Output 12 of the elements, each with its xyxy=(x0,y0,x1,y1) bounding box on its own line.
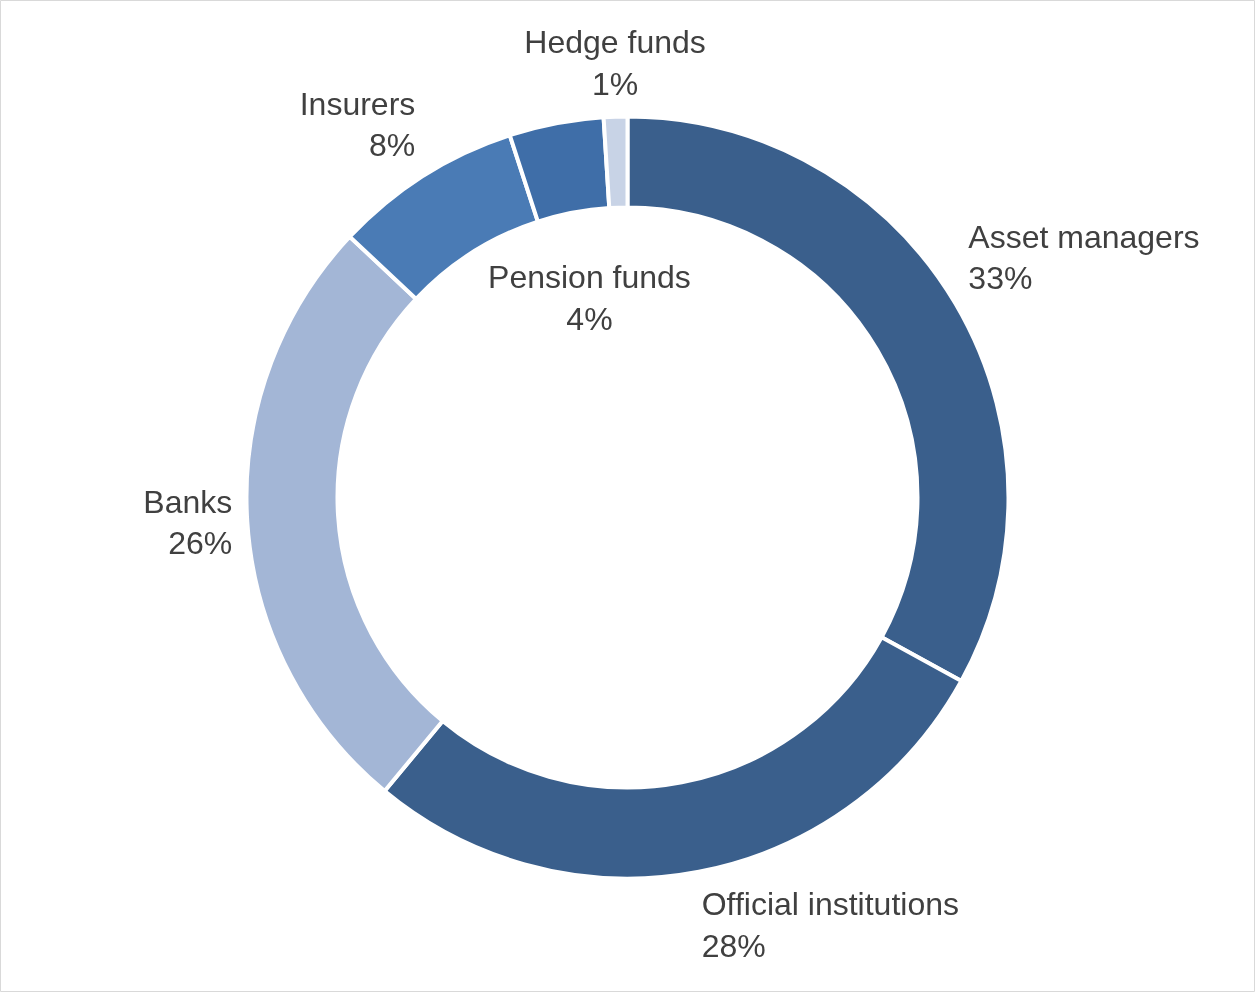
data-label: 4% xyxy=(566,300,613,337)
data-label: 33% xyxy=(968,259,1033,296)
data-label: 26% xyxy=(168,525,233,562)
slice-label: Official institutions xyxy=(701,886,959,923)
slice-label: Asset managers xyxy=(968,218,1200,255)
slice-label: Insurers xyxy=(299,85,416,122)
slice-label: Banks xyxy=(143,483,233,520)
data-label: 28% xyxy=(701,927,766,964)
data-label: 8% xyxy=(369,127,416,164)
slice-label: Hedge funds xyxy=(524,24,706,61)
slice-label: Pension funds xyxy=(488,259,691,296)
data-label: 1% xyxy=(591,65,639,102)
